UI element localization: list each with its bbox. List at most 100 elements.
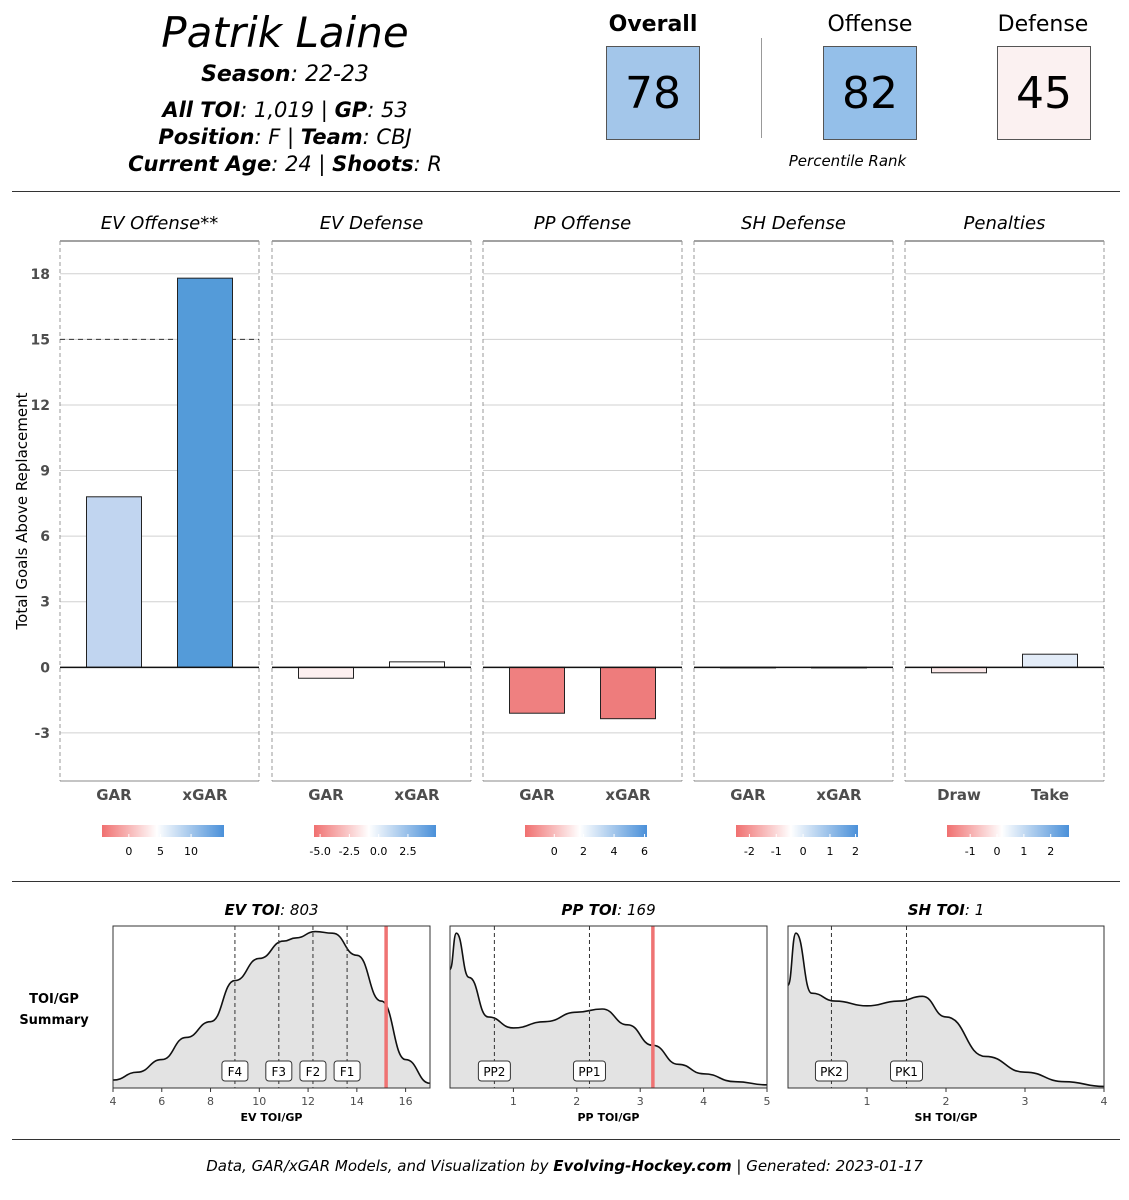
footer-site: Evolving-Hockey.com	[553, 1157, 732, 1175]
panel-title: Penalties	[964, 213, 1046, 234]
season-value: : 22-23	[290, 62, 369, 87]
y-tick-label: 12	[31, 398, 50, 414]
x-tick-label: Take	[1031, 786, 1069, 804]
x-tick-label: 10	[252, 1095, 266, 1108]
color-scale-bar	[736, 825, 858, 837]
density-line	[787, 932, 1105, 1088]
x-tick-label: xGAR	[605, 786, 651, 804]
toi-value: : 1,019 |	[240, 98, 335, 122]
x-tick-label: 3	[637, 1095, 644, 1108]
x-tick-label: 16	[399, 1095, 413, 1108]
marker-label: F2	[306, 1065, 321, 1079]
gp-value: : 53	[367, 98, 408, 122]
x-tick-label: GAR	[96, 786, 132, 804]
color-scale-label: 10	[184, 845, 198, 858]
shoots-value: : R	[413, 152, 442, 176]
color-scale-label: 6	[641, 845, 648, 858]
marker-box	[572, 1060, 606, 1082]
y-tick-label: 0	[40, 660, 50, 676]
row-label: Summary	[19, 1013, 89, 1028]
color-scale-bar	[314, 825, 436, 837]
density-line	[112, 930, 431, 1085]
color-scale-label: 2	[1047, 845, 1054, 858]
player-name: Patrik Laine	[161, 8, 409, 57]
y-tick-label: 15	[31, 332, 50, 348]
x-axis-label: PP TOI/GP	[577, 1111, 639, 1124]
position-value: : F |	[254, 125, 301, 149]
season-line: Season: 22-23	[100, 62, 470, 87]
panel-frame	[449, 925, 768, 1089]
marker-label: F4	[228, 1065, 243, 1079]
color-scale-label: 0	[125, 845, 132, 858]
header-divider	[12, 191, 1120, 192]
panel-title: EV Offense**	[101, 213, 219, 234]
row-label: TOI/GP	[29, 992, 79, 1007]
percentile-rank-caption: Percentile Rank	[788, 152, 907, 170]
marker-label: F1	[340, 1065, 355, 1079]
color-scale-label: 4	[611, 845, 618, 858]
position-label: Position	[158, 125, 255, 149]
panel-frame	[112, 925, 431, 1089]
footer-suffix: | Generated: 2023-01-17	[731, 1157, 923, 1175]
x-tick-label: xGAR	[182, 786, 228, 804]
x-tick-label: GAR	[730, 786, 766, 804]
x-tick-label: 12	[301, 1095, 315, 1108]
x-tick-label: 1	[864, 1095, 871, 1108]
age-value: : 24 |	[271, 152, 333, 176]
y-tick-label: 6	[40, 529, 50, 545]
color-scale-label: 2.5	[399, 845, 417, 858]
bar-gar	[509, 666, 565, 714]
panel-title: SH Defense	[741, 213, 846, 234]
panel-title: PP Offense	[534, 213, 632, 234]
color-scale-label: 0	[551, 845, 558, 858]
overall-rank-box: 78	[606, 46, 700, 140]
color-scale-bar	[525, 825, 647, 837]
y-tick-label: -3	[34, 726, 50, 742]
panel-title-label: EV TOI	[224, 901, 280, 919]
bar-gar	[298, 666, 354, 679]
x-tick-label: 8	[207, 1095, 214, 1108]
x-tick-label: Draw	[937, 786, 981, 804]
marker-box	[265, 1060, 293, 1082]
marker-box	[814, 1060, 848, 1082]
gp-label: GP	[334, 98, 368, 122]
y-tick-label: 9	[40, 464, 50, 480]
color-scale-label: 5	[157, 845, 164, 858]
defense-rank-box: 45	[997, 46, 1091, 140]
rank-divider	[761, 38, 762, 138]
panel-title: EV TOI: 803	[224, 901, 318, 919]
bar-draw	[931, 666, 987, 674]
x-tick-label: 3	[1022, 1095, 1029, 1108]
panel-title-value: : 803	[280, 901, 318, 919]
x-tick-label: 1	[510, 1095, 517, 1108]
position-team-line: Position: F | Team: CBJ	[100, 125, 470, 149]
shoots-label: Shoots	[332, 152, 414, 176]
x-tick-label: 14	[350, 1095, 364, 1108]
x-tick-label: xGAR	[816, 786, 862, 804]
chart-divider	[12, 881, 1120, 882]
marker-box	[221, 1060, 249, 1082]
color-scale-label: 2	[852, 845, 859, 858]
color-scale-label: -5.0	[309, 845, 330, 858]
marker-label: PK2	[820, 1065, 843, 1079]
bar-gar	[86, 496, 142, 668]
color-scale-bar	[102, 825, 224, 837]
age-label: Current Age	[128, 152, 272, 176]
defense-label: Defense	[997, 12, 1089, 37]
x-tick-label: 4	[1101, 1095, 1108, 1108]
x-tick-label: GAR	[519, 786, 555, 804]
x-tick-label: 2	[943, 1095, 950, 1108]
panel-title-value: : 169	[617, 901, 655, 919]
y-axis-label: Total Goals Above Replacement	[13, 392, 31, 630]
gar-chart: Total Goals Above Replacement-3036912151…	[13, 213, 1105, 858]
panel-title: SH TOI: 1	[908, 901, 985, 919]
panel-title-label: PP TOI	[561, 901, 617, 919]
x-tick-label: xGAR	[394, 786, 440, 804]
y-tick-label: 18	[31, 267, 50, 283]
color-scale-label: 0	[994, 845, 1001, 858]
x-tick-label: 4	[700, 1095, 707, 1108]
footer: Data, GAR/xGAR Models, and Visualization…	[0, 1157, 1129, 1175]
marker-box	[890, 1060, 923, 1082]
footer-prefix: Data, GAR/xGAR Models, and Visualization…	[206, 1157, 554, 1175]
